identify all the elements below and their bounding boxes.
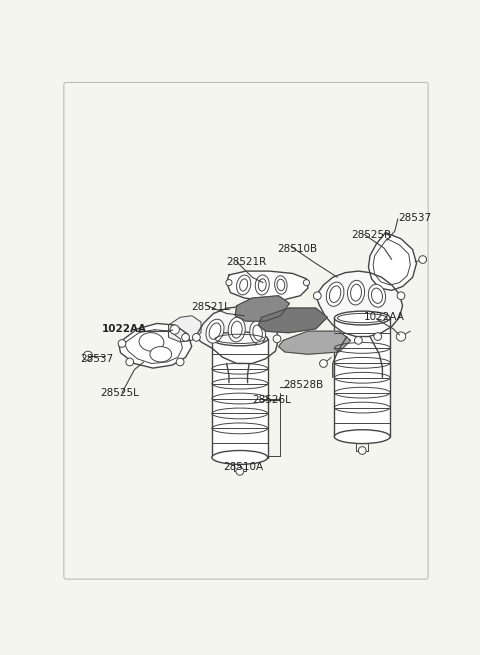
Text: 28521L: 28521L [192, 302, 230, 312]
Ellipse shape [228, 317, 245, 342]
Circle shape [226, 280, 232, 286]
Polygon shape [227, 271, 308, 301]
Circle shape [303, 280, 310, 286]
Ellipse shape [275, 276, 287, 294]
Circle shape [192, 333, 200, 341]
Ellipse shape [206, 319, 224, 343]
Circle shape [118, 340, 126, 347]
Text: 1022AA: 1022AA [102, 324, 147, 334]
Circle shape [170, 325, 180, 334]
Text: 28521R: 28521R [226, 257, 266, 267]
Circle shape [181, 333, 190, 341]
Text: 28537: 28537 [80, 354, 113, 364]
Circle shape [176, 358, 184, 365]
Ellipse shape [255, 275, 269, 295]
Ellipse shape [326, 282, 344, 307]
Ellipse shape [250, 321, 265, 344]
Bar [335, 318, 390, 438]
Text: 28528B: 28528B [283, 380, 324, 390]
Circle shape [355, 337, 362, 345]
Circle shape [126, 358, 133, 365]
Text: 28526L: 28526L [252, 396, 291, 405]
Circle shape [320, 360, 327, 367]
Circle shape [396, 332, 406, 341]
Ellipse shape [212, 451, 268, 464]
Text: 28525L: 28525L [100, 388, 139, 398]
Ellipse shape [237, 275, 251, 295]
Ellipse shape [139, 333, 164, 351]
Polygon shape [278, 331, 350, 354]
Ellipse shape [212, 332, 268, 346]
Ellipse shape [150, 346, 172, 362]
Circle shape [313, 292, 321, 299]
Ellipse shape [368, 284, 385, 307]
Ellipse shape [335, 430, 390, 443]
Polygon shape [119, 324, 192, 368]
Text: 1022AA: 1022AA [364, 312, 405, 322]
Polygon shape [369, 233, 417, 290]
Polygon shape [258, 308, 327, 333]
Bar [212, 339, 268, 458]
Circle shape [83, 351, 93, 360]
Text: 28510B: 28510B [277, 244, 317, 254]
Ellipse shape [335, 311, 390, 325]
Text: 28510A: 28510A [223, 462, 263, 472]
Circle shape [419, 255, 427, 263]
Polygon shape [235, 296, 289, 321]
Text: 28537: 28537 [398, 214, 431, 223]
Circle shape [359, 447, 366, 455]
Circle shape [236, 468, 244, 475]
Circle shape [374, 333, 382, 341]
Polygon shape [196, 307, 278, 364]
Polygon shape [168, 316, 201, 342]
Circle shape [397, 292, 405, 299]
Polygon shape [316, 271, 403, 337]
Text: 28525R: 28525R [351, 229, 392, 240]
Circle shape [273, 335, 281, 343]
Ellipse shape [348, 280, 365, 305]
